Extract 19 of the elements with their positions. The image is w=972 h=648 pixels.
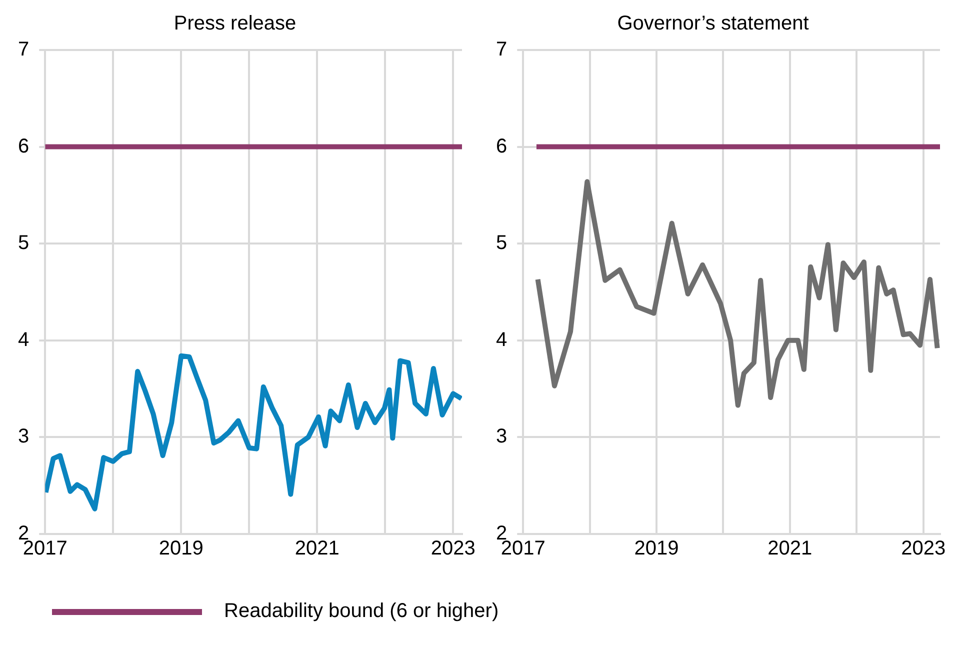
chart-title: Press release [174, 12, 296, 35]
x-tick-label: 2023 [430, 538, 476, 560]
x-tick-label: 2021 [294, 538, 340, 560]
y-tick-label: 6 [496, 135, 508, 158]
y-tick-label: 6 [18, 135, 30, 158]
text: Readability bound (6 or higher) [224, 600, 499, 623]
y-tick-label: 3 [496, 426, 508, 448]
y-tick-label: 3 [18, 426, 30, 448]
y-tick-label: 7 [496, 38, 508, 61]
y-tick-label: 5 [496, 232, 508, 254]
y-tick-label: 7 [18, 38, 30, 61]
x-tick-label: 2019 [634, 538, 679, 560]
x-tick-label: 2021 [768, 538, 812, 560]
y-tick-label: 4 [496, 328, 508, 351]
y-tick-label: 5 [18, 232, 30, 254]
x-tick-label: 2019 [158, 538, 204, 560]
y-tick-label: 4 [18, 328, 30, 351]
x-tick-label: 2023 [901, 538, 946, 560]
chart-title: Governor’s statement [617, 12, 810, 35]
